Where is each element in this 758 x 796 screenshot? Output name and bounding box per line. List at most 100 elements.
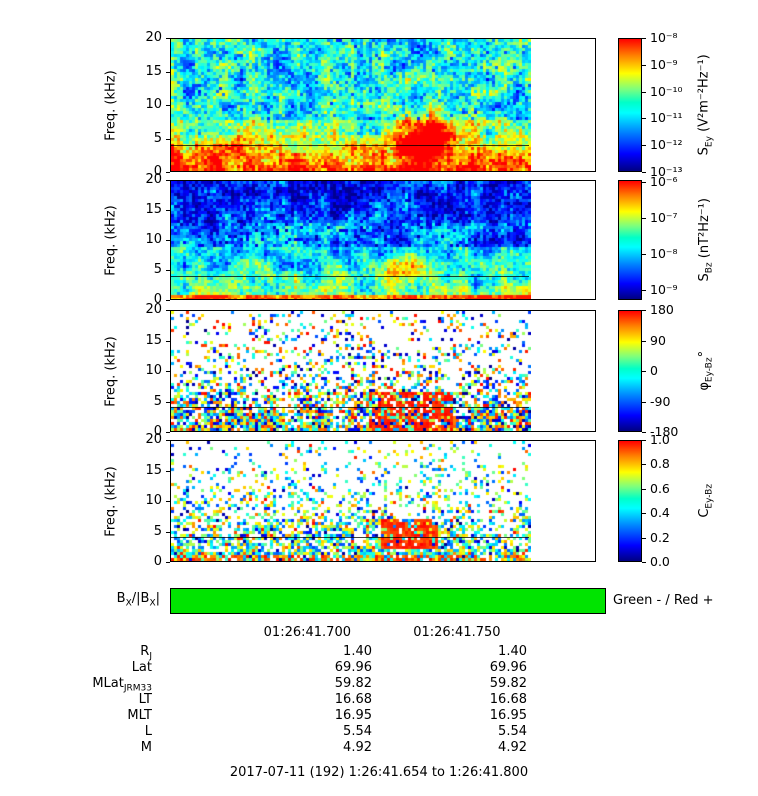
ephemeris-value: 59.82: [334, 676, 372, 691]
table-row: LT 16.68 16.68: [0, 692, 758, 708]
y-tick-label: 0: [153, 292, 162, 307]
colorbar-tick-mark: [642, 513, 646, 515]
ephemeris-row-label: MLT: [127, 708, 152, 723]
y-tick-mark: [166, 38, 170, 39]
colorbar-tick-label: 10⁻⁸: [650, 246, 678, 262]
colorbar-tick-mark: [642, 340, 646, 342]
y-tick-mark: [166, 172, 170, 173]
y-tick-mark: [166, 270, 170, 271]
colorbar-tick-label: 10⁻⁹: [650, 282, 678, 298]
bx-sign-bar: [170, 588, 606, 614]
colorbar-tick-mark: [642, 401, 646, 403]
ephemeris-value: 4.92: [498, 740, 527, 755]
table-row: M 4.92 4.92: [0, 740, 758, 756]
y-tick-mark: [166, 310, 170, 311]
colorbar-tick-mark: [642, 371, 646, 372]
freq-axis-label: Freq. (kHz): [103, 69, 119, 141]
ephemeris-value: 5.54: [343, 724, 372, 739]
coherence-colorbar-label: CEy-Bz: [694, 440, 718, 562]
ephemeris-row-label: M: [140, 740, 152, 755]
coherence-colorbar: [618, 440, 642, 562]
phase-colorbar: [618, 310, 642, 432]
y-tick-label: 5: [153, 523, 162, 539]
freq-axis-label: Freq. (kHz): [103, 204, 119, 276]
colorbar-tick-mark: [642, 310, 646, 311]
gyrofrequency-line: [171, 145, 529, 146]
sbz-colorbar-ticks: 10⁻⁶ 10⁻⁷ 10⁻⁸ 10⁻⁹: [642, 174, 704, 300]
freq-axis-ticks: 20 15 10 5 0: [128, 172, 170, 307]
y-tick-label: 10: [145, 97, 162, 112]
colorbar-tick-label: 10⁻⁸: [650, 30, 678, 45]
y-tick-mark: [166, 432, 170, 433]
y-tick-label: 5: [153, 262, 162, 277]
colorbar-tick-label: 10⁻⁶: [650, 174, 678, 190]
y-tick-label: 5: [153, 130, 162, 146]
colorbar-tick-label: 0.6: [650, 480, 670, 496]
colorbar-label-symbol: φ: [697, 382, 713, 391]
y-tick-mark: [166, 240, 170, 241]
phase-spectrogram-image: [171, 311, 531, 431]
y-tick-mark: [166, 180, 170, 181]
y-tick-mark: [166, 300, 170, 301]
gyrofrequency-line: [171, 407, 529, 408]
colorbar-tick-mark: [642, 145, 646, 147]
colorbar-label-subscript: Ey-Bz: [704, 484, 715, 509]
ephemeris-row-label: LT: [138, 692, 152, 707]
colorbar-tick-mark: [642, 64, 646, 66]
freq-axis-label: Freq. (kHz): [103, 335, 119, 407]
y-tick-label: 15: [145, 462, 162, 478]
colorbar-tick-mark: [642, 290, 646, 292]
y-tick-mark: [166, 340, 170, 342]
ephemeris-row-label: L: [144, 724, 152, 739]
y-tick-label: 0: [153, 554, 162, 569]
time-tick-label: 01:26:41.750: [413, 625, 501, 640]
y-tick-label: 0: [153, 424, 162, 439]
table-row: MLatJRM33 59.82 59.82: [0, 676, 758, 694]
y-tick-mark: [166, 71, 170, 73]
colorbar-label-units: (V²m⁻²Hz⁻¹): [697, 54, 713, 137]
colorbar-label-symbol: C: [697, 508, 713, 518]
colorbar-tick-mark: [642, 91, 646, 93]
y-tick-label: 20: [145, 172, 162, 187]
colorbar-tick-label: 10⁻¹¹: [650, 110, 683, 126]
y-tick-label: 15: [145, 63, 162, 79]
colorbar-tick-label: 0: [650, 363, 658, 378]
colorbar-tick-label: 10⁻¹³: [650, 164, 683, 179]
freq-axis-ticks: 20 15 10 5 0: [128, 302, 170, 439]
colorbar-tick-mark: [642, 464, 646, 466]
date-range-caption: 2017-07-11 (192) 1:26:41.654 to 1:26:41.…: [229, 765, 529, 780]
sey-colorbar-ticks: 10⁻⁸ 10⁻⁹ 10⁻¹⁰ 10⁻¹¹ 10⁻¹² 10⁻¹³: [642, 30, 704, 179]
ephemeris-value: 5.54: [498, 724, 527, 739]
ephemeris-value: 16.95: [489, 708, 527, 723]
colorbar-tick-mark: [642, 182, 646, 184]
y-tick-mark: [166, 210, 170, 211]
bx-sign-label: BX/|BX|: [116, 591, 160, 609]
colorbar-tick-mark: [642, 537, 646, 539]
y-tick-label: 10: [145, 232, 162, 247]
colorbar-tick-mark: [642, 38, 646, 39]
colorbar-tick-label: 0.4: [650, 505, 670, 521]
colorbar-label-units: °: [697, 351, 713, 358]
freq-axis-ticks: 20 15 10 5 0: [128, 432, 170, 569]
freq-axis-label: Freq. (kHz): [103, 465, 119, 537]
y-tick-mark: [166, 105, 170, 106]
sbz-spectrogram-panel: [170, 180, 596, 300]
sbz-colorbar: [618, 180, 642, 300]
gyrofrequency-line: [171, 276, 529, 277]
bx-sign-legend: Green - / Red +: [613, 593, 714, 608]
colorbar-tick-mark: [642, 440, 646, 441]
ephemeris-value: 16.95: [334, 708, 372, 723]
gyrofrequency-line: [171, 537, 529, 538]
colorbar-tick-label: -90: [650, 393, 671, 409]
colorbar-tick-label: 10⁻¹⁰: [650, 83, 683, 99]
ephemeris-row-label: RJ: [140, 644, 152, 662]
colorbar-tick-label: 0.8: [650, 456, 670, 472]
time-tick-label: 01:26:41.700: [263, 625, 351, 640]
y-tick-label: 20: [145, 30, 162, 45]
table-row: Lat 69.96 69.96: [0, 660, 758, 676]
y-tick-label: 20: [145, 432, 162, 447]
ephemeris-value: 1.40: [498, 644, 527, 659]
y-tick-mark: [166, 138, 170, 140]
ephemeris-value: 4.92: [343, 740, 372, 755]
